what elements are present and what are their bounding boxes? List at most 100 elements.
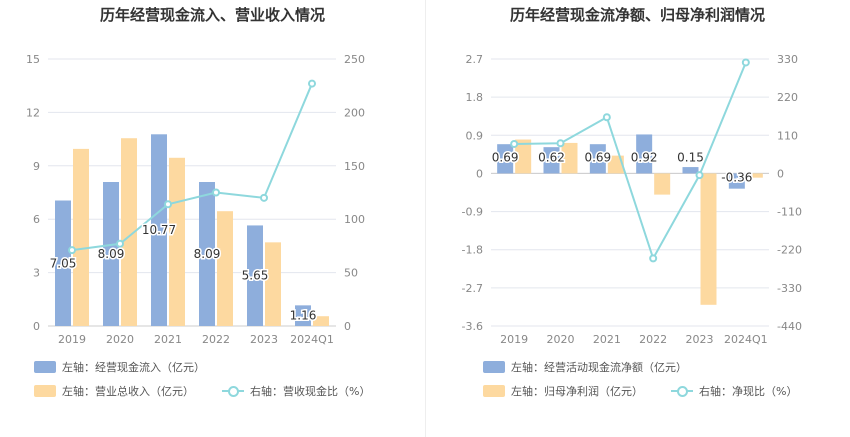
bar-primary (295, 305, 311, 326)
y-left-tick-label: 15 (26, 53, 40, 66)
ratio-point (164, 200, 172, 209)
chart-title: 历年经营现金流净额、归母净利润情况 (509, 6, 765, 24)
bar-primary (543, 147, 560, 174)
ratio-point (116, 239, 124, 248)
ratio-point (695, 171, 704, 180)
bar-primary (682, 167, 699, 174)
left-chart-panel: 历年经营现金流入、营业收入情况 0 3 6 9 12 15 0 50 100 150 200 250 2… (26, 6, 370, 399)
y-right-tick-label: -440 (777, 320, 802, 333)
legend-swatch-bar (483, 361, 505, 373)
data-label: 0.69 (492, 150, 519, 164)
ratio-point (68, 246, 76, 255)
data-label: 0.15 (677, 150, 704, 164)
ratio-line (71, 83, 313, 252)
bar-secondary (561, 142, 578, 174)
legend-label: 左轴：归母净利润（亿元） (511, 385, 643, 398)
bar-primary (199, 181, 215, 326)
legend-swatch-bar (34, 385, 56, 397)
y-right-tick-label: 50 (344, 267, 358, 280)
data-label: 8.09 (98, 247, 125, 261)
bar-primary (103, 181, 119, 326)
y-left-tick-label: -2.7 (462, 282, 483, 295)
bar-secondary (607, 155, 624, 174)
y-left-tick-label: 0 (476, 167, 483, 180)
legend-item-revenue[interactable]: 左轴：营业总收入（亿元） (34, 383, 194, 399)
ratio-point (649, 254, 658, 263)
x-tick-label: 2023 (686, 333, 714, 346)
x-tick-label: 2023 (250, 333, 278, 346)
bar-secondary (313, 316, 329, 326)
data-label: 10.77 (142, 223, 176, 237)
bar-secondary (121, 138, 137, 326)
legend-swatch-line (222, 385, 244, 397)
legend-item-cash-inflow[interactable]: 左轴：经营现金流入（亿元） (34, 359, 205, 375)
bar-secondary (73, 148, 89, 326)
legend-swatch-bar (34, 361, 56, 373)
chart-title: 历年经营现金流入、营业收入情况 (99, 6, 325, 24)
bar-primary (247, 225, 263, 326)
x-tick-label: 2022 (639, 333, 667, 346)
legend-label: 左轴：营业总收入（亿元） (62, 385, 194, 398)
y-left-tick-label: 12 (26, 106, 40, 119)
bar-secondary (746, 173, 763, 178)
bar-primary (497, 144, 514, 174)
y-right-tick-label: 110 (777, 129, 798, 142)
right-chart-panel: 历年经营现金流净额、归母净利润情况 -3.6 -2.7 -1.8 -0.9 0 0.9 1.… (425, 0, 850, 437)
legend-label: 左轴：经营现金流入（亿元） (62, 361, 205, 374)
y-right-tick-label: 0 (777, 167, 784, 180)
ratio-point (260, 193, 268, 202)
x-tick-label: 2020 (547, 333, 575, 346)
ratio-point (741, 58, 750, 67)
bar-secondary (700, 173, 717, 305)
legend-item-net-cash-flow[interactable]: 左轴：经营活动现金流净额（亿元） (483, 359, 687, 375)
bar-primary (728, 173, 745, 189)
bar-primary (55, 200, 71, 326)
y-right-tick-label: 0 (344, 320, 351, 333)
bar-secondary (169, 157, 185, 326)
y-left-tick-label: 2.7 (466, 53, 484, 66)
x-tick-label: 2021 (154, 333, 182, 346)
bar-secondary (654, 173, 671, 195)
y-right-tick-label: 100 (344, 213, 365, 226)
legend-swatch-line (671, 385, 693, 397)
panel-divider (425, 0, 426, 437)
y-left-tick-label: 9 (33, 160, 40, 173)
ratio-point (308, 79, 316, 88)
y-left-tick-label: -1.8 (462, 244, 483, 257)
bar-secondary (515, 139, 532, 174)
y-left-tick-label: 3 (33, 267, 40, 280)
y-right-tick-label: -330 (777, 282, 802, 295)
x-tick-label: 2019 (500, 333, 528, 346)
x-tick-label: 2024Q1 (724, 333, 768, 346)
data-label: 0.69 (584, 150, 611, 164)
legend-label: 右轴：营收现金比（%） (250, 385, 371, 398)
x-tick-label: 2020 (106, 333, 134, 346)
y-left-tick-label: -0.9 (462, 206, 483, 219)
bar-secondary (265, 242, 281, 326)
right-chart-svg: -3.6 -2.7 -1.8 -0.9 0 0.9 1.8 2.7 -440 -330 -220 -1… (462, 53, 802, 346)
y-left-tick-label: -3.6 (462, 320, 483, 333)
legend-item-net-cash-ratio[interactable]: 右轴：净现比（%） (671, 383, 797, 399)
x-tick-label: 2022 (202, 333, 230, 346)
legend-swatch-bar (483, 385, 505, 397)
legend-item-net-profit[interactable]: 左轴：归母净利润（亿元） (483, 383, 643, 399)
legend-label: 右轴：净现比（%） (699, 385, 798, 398)
data-label: 7.05 (50, 256, 77, 270)
bar-primary (589, 144, 606, 174)
bar-primary (636, 134, 653, 174)
y-right-tick-label: -220 (777, 244, 802, 257)
y-right-tick-label: 220 (777, 91, 798, 104)
y-left-tick-label: 0.9 (466, 129, 484, 142)
data-label: 1.16 (290, 309, 317, 323)
ratio-line (514, 62, 747, 261)
data-label: 8.09 (194, 247, 221, 261)
data-label: 0.92 (631, 150, 658, 164)
y-left-tick-label: 0 (33, 320, 40, 333)
data-label: 5.65 (242, 269, 269, 283)
x-tick-label: 2024Q1 (290, 333, 334, 346)
legend-item-ratio[interactable]: 右轴：营收现金比（%） (222, 383, 370, 399)
ratio-point (602, 113, 611, 122)
x-tick-label: 2019 (58, 333, 86, 346)
ratio-point (556, 139, 565, 148)
data-label: 0.62 (538, 150, 565, 164)
